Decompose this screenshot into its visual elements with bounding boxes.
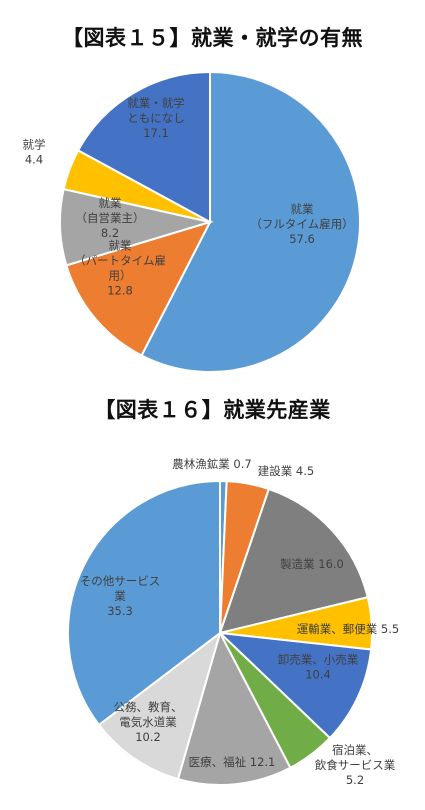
chart2-slice-8 [97,630,222,781]
chart1-slice-5 [76,70,211,224]
chart1-slice-label-2: 就業（パートタイム雇用） 12.8 [74,239,166,298]
chart2-slice-label-9: その他サービス業 35.3 [80,574,161,618]
chart2-slice-label-6: 宿泊業、飲食サービス業 5.2 [315,743,396,787]
chart2-slice-7 [176,630,292,786]
chart2-slice-label-4: 運輸業、郵便業 5.5 [297,622,399,636]
chart1-slice-label-1: 就業（フルタイム雇用） 57.6 [250,202,353,246]
chart1-slice-label-4: 就学 4.4 [23,138,46,167]
chart2-slice-label-2: 建設業 4.5 [258,464,314,478]
chart2-slice-5 [217,631,373,740]
chart1-slice-label-5: 就業・就学ともになし 17.1 [127,96,185,140]
chart2-slice-label-7: 医療、福祉 12.1 [189,755,276,769]
chart1-title: 【図表１５】就業・就学の有無 [62,26,363,50]
chart2-slice-label-5: 卸売業、小売業 10.4 [278,653,359,682]
chart2-slice-label-1: 農林漁鉱業 0.7 [172,457,251,471]
chart2-slice-3 [218,487,369,635]
chart1-slice-1 [140,70,361,373]
chart2-title: 【図表１６】就業先産業 [94,398,331,422]
chart2-slice-label-3: 製造業 16.0 [280,557,344,571]
chart2-slice-9 [67,479,221,727]
chart2-slice-label-8: 公務、教育、電気水道業 10.2 [114,700,183,744]
chart1-slice-label-3: 就業（自営業主） 8.2 [76,196,145,240]
